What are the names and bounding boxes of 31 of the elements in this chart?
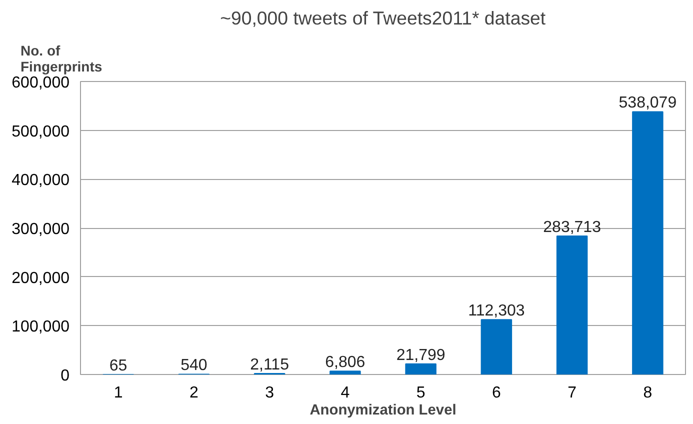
- y-tick-label: 600,000: [12, 74, 70, 92]
- bar: [405, 363, 436, 374]
- bar: [632, 111, 664, 374]
- x-tick-label: 7: [568, 384, 577, 402]
- data-label: 283,713: [543, 218, 602, 236]
- bar: [330, 370, 361, 374]
- y-tick-label: 100,000: [12, 318, 70, 336]
- data-label: 112,303: [468, 302, 525, 320]
- x-tick-label: 2: [189, 384, 198, 402]
- y-tick-label: 200,000: [12, 270, 70, 287]
- y-axis-title: No. of Fingerprints: [20, 42, 102, 74]
- y-tick-label: 500,000: [12, 123, 70, 140]
- bar: [480, 319, 512, 374]
- chart-title: ~90,000 tweets of Tweets2011* dataset: [220, 8, 546, 28]
- x-tick-label: 6: [492, 384, 501, 402]
- x-tick-label: 3: [265, 384, 274, 402]
- bar: [556, 235, 588, 374]
- data-label: 540: [180, 357, 208, 374]
- data-label: 21,799: [396, 346, 446, 364]
- data-label: 65: [109, 357, 128, 374]
- data-label: 2,115: [250, 356, 290, 374]
- y-tick-label: 0: [60, 368, 70, 384]
- y-tick-label: 300,000: [12, 221, 70, 238]
- x-tick-label: 4: [340, 384, 350, 402]
- x-tick-label: 5: [416, 384, 426, 402]
- data-label: 6,806: [325, 354, 366, 372]
- x-axis-title: Anonymization Level: [310, 402, 456, 418]
- data-label: 538,079: [618, 94, 677, 112]
- x-tick-label: 8: [643, 384, 652, 402]
- x-tick-label: 1: [114, 384, 123, 402]
- y-tick-label: 400,000: [12, 172, 70, 190]
